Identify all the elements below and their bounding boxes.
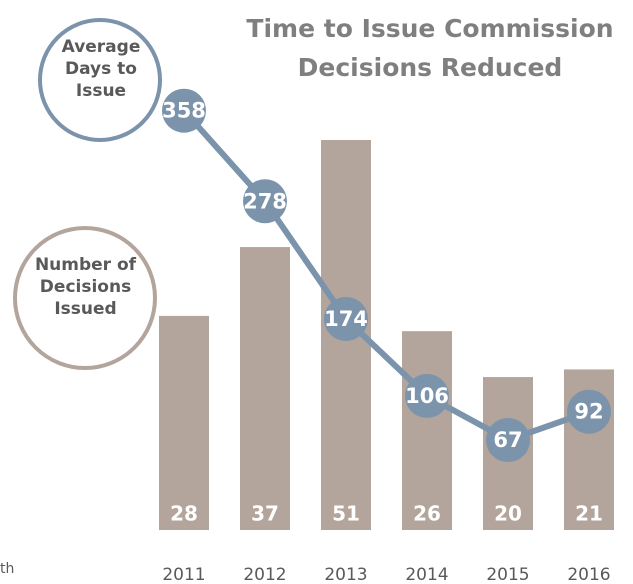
bar-value-label: 21 [575,502,603,526]
footnote: th [0,561,15,577]
legend-line-circle [38,18,162,142]
bar [159,315,209,530]
line-value-label: 67 [493,428,522,452]
bar-value-label: 51 [332,502,360,526]
x-tick-label: 2016 [567,565,610,584]
x-tick-label: 2012 [243,565,286,584]
bar [402,331,452,530]
x-tick-label: 2011 [162,565,205,584]
line-value-label: 358 [162,99,206,123]
x-tick-label: 2013 [324,565,367,584]
line-value-label: 174 [324,307,368,331]
bar-value-label: 20 [494,502,522,526]
bar-value-label: 26 [413,502,441,526]
x-tick-label: 2014 [405,565,448,584]
chart-title: Time to Issue Commission Decisions Reduc… [246,14,614,82]
legend-bar-circle [13,226,157,370]
legend-bar-label: Number of Decisions Issued [34,255,137,320]
line-value-label: 278 [243,189,287,213]
line-marker [324,296,368,341]
legend-line-label: Average Days to Issue [61,37,141,102]
line-value-label: 92 [574,400,603,424]
bar-value-label: 37 [251,502,279,526]
bar-value-label: 28 [170,502,198,526]
line-marker [243,179,287,224]
line-marker [405,373,449,418]
line-marker [162,88,206,133]
line-marker [567,389,611,434]
line-marker [486,418,530,463]
x-tick-label: 2015 [486,565,529,584]
bar [240,247,290,530]
line-value-label: 106 [405,384,449,408]
